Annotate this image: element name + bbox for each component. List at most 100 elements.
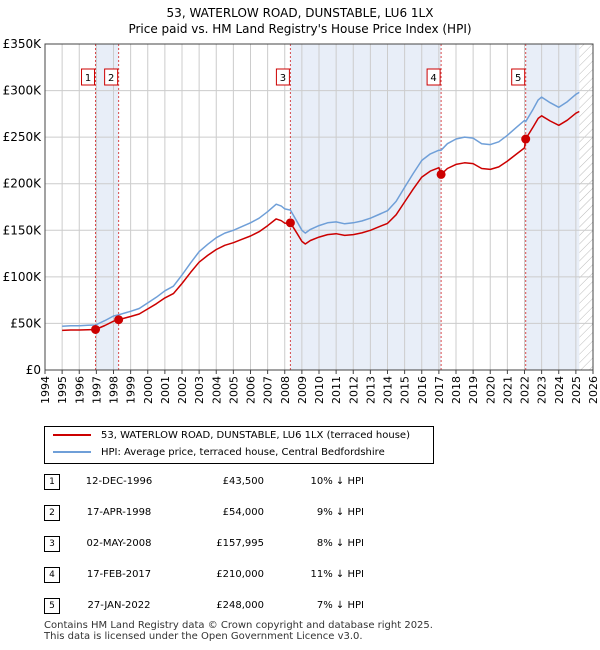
x-tick-label: 2025 (570, 376, 583, 404)
footer: Contains HM Land Registry data © Crown c… (44, 620, 433, 642)
sale-number-label: 5 (515, 73, 521, 84)
property-price-line (62, 110, 580, 332)
sale-date: 27-JAN-2022 (87, 600, 151, 611)
x-tick-label: 2001 (159, 376, 172, 404)
sale-number: 3 (44, 536, 60, 552)
x-tick-label: 1997 (90, 376, 103, 404)
x-tick-label: 2022 (519, 376, 532, 404)
sale-date: 02-MAY-2008 (86, 538, 152, 549)
sale-price: £43,500 (222, 476, 264, 487)
x-tick-label: 1998 (108, 376, 121, 404)
y-tick-label: £300K (3, 84, 43, 98)
x-tick-label: 2024 (553, 376, 566, 404)
x-tick-label: 2007 (262, 376, 275, 404)
sale-number-label: 1 (85, 73, 91, 84)
x-tick-label: 1994 (39, 376, 52, 404)
x-tick-label: 2012 (347, 376, 360, 404)
sale-number: 1 (44, 474, 60, 490)
ownership-shade (525, 44, 580, 370)
sale-number-label: 4 (430, 73, 436, 84)
sale-number: 2 (44, 505, 60, 521)
table-row: 5 27-JAN-2022 £248,000 7% ↓ HPI (44, 598, 544, 614)
sale-number-box (81, 68, 96, 86)
x-tick-label: 2017 (433, 376, 446, 404)
sale-number-label: 2 (108, 73, 114, 84)
x-tick-label: 2021 (501, 376, 514, 404)
price-chart: 1 2 3 4 5 £0 £50K £100K £150K £200K £250K £300K £35… (3, 37, 600, 404)
y-tick-label: £350K (3, 37, 43, 51)
sale-point (436, 169, 446, 179)
chart-title: 53, WATERLOW ROAD, DUNSTABLE, LU6 1LX (166, 6, 434, 20)
forecast-hatch (579, 44, 593, 370)
sale-point (114, 315, 124, 325)
legend-label-hpi: HPI: Average price, terraced house, Cent… (101, 447, 385, 458)
x-tick-label: 2014 (382, 376, 395, 404)
sale-number-box (104, 68, 119, 86)
x-tick-label: 2003 (193, 376, 206, 404)
footer-copyright: Contains HM Land Registry data © Crown c… (44, 620, 433, 631)
x-tick-label: 2016 (416, 376, 429, 404)
x-tick-label: 1999 (125, 376, 138, 404)
table-row: 3 02-MAY-2008 £157,995 8% ↓ HPI (44, 536, 544, 552)
x-tick-label: 2002 (176, 376, 189, 404)
sale-number: 5 (44, 598, 60, 614)
x-tick-label: 2008 (279, 376, 292, 404)
x-tick-label: 2000 (142, 376, 155, 404)
legend: 53, WATERLOW ROAD, DUNSTABLE, LU6 1LX (t… (44, 426, 434, 464)
sale-hpi-diff: 11% ↓ HPI (310, 569, 364, 580)
x-tick-label: 2006 (245, 376, 258, 404)
sale-price: £157,995 (216, 538, 264, 549)
sale-hpi-diff: 8% ↓ HPI (316, 538, 364, 549)
sale-number: 4 (44, 567, 60, 583)
x-tick-label: 2019 (467, 376, 480, 404)
y-tick-label: £50K (10, 316, 42, 330)
sale-hpi-diff: 10% ↓ HPI (310, 476, 364, 487)
sale-price: £210,000 (216, 569, 264, 580)
x-tick-label: 2015 (399, 376, 412, 404)
sale-hpi-diff: 9% ↓ HPI (316, 507, 364, 518)
x-tick-label: 2004 (210, 376, 223, 404)
sale-number-box (275, 68, 290, 86)
y-tick-label: £0 (26, 363, 41, 377)
ownership-shade (95, 44, 119, 370)
legend-item-hpi: HPI: Average price, terraced house, Cent… (53, 445, 385, 461)
sale-date: 12-DEC-1996 (85, 476, 153, 487)
x-tick-label: 2010 (313, 376, 326, 404)
sale-point (285, 218, 295, 228)
sale-date: 17-APR-1998 (86, 507, 152, 518)
sale-point (521, 134, 531, 144)
legend-item-property: 53, WATERLOW ROAD, DUNSTABLE, LU6 1LX (t… (53, 428, 410, 444)
legend-swatch-property (53, 434, 91, 436)
y-tick-label: £150K (3, 223, 43, 237)
x-tick-label: 2018 (450, 376, 463, 404)
sale-price: £54,000 (222, 507, 264, 518)
y-tick-label: £250K (3, 130, 43, 144)
x-tick-label: 1996 (73, 376, 86, 404)
x-tick-label: 2005 (227, 376, 240, 404)
sale-date: 17-FEB-2017 (86, 569, 152, 580)
footer-license: This data is licensed under the Open Gov… (44, 631, 363, 642)
sale-number-box (426, 68, 441, 86)
x-tick-label: 2011 (330, 376, 343, 404)
table-row: 4 17-FEB-2017 £210,000 11% ↓ HPI (44, 567, 544, 583)
sale-hpi-diff: 7% ↓ HPI (316, 600, 364, 611)
table-row: 1 12-DEC-1996 £43,500 10% ↓ HPI (44, 474, 544, 490)
sale-number-box (511, 68, 526, 86)
ownership-shade (290, 44, 442, 370)
table-row: 2 17-APR-1998 £54,000 9% ↓ HPI (44, 505, 544, 521)
x-tick-label: 2013 (364, 376, 377, 404)
chart-subtitle: Price paid vs. HM Land Registry's House … (128, 22, 472, 36)
x-tick-label: 2023 (536, 376, 549, 404)
sale-point (91, 324, 101, 334)
legend-label-property: 53, WATERLOW ROAD, DUNSTABLE, LU6 1LX (t… (101, 430, 410, 441)
y-tick-label: £100K (3, 270, 43, 284)
sale-price: £248,000 (216, 600, 264, 611)
x-tick-label: 1995 (56, 376, 69, 404)
hpi-line (62, 91, 580, 327)
x-tick-label: 2020 (484, 376, 497, 404)
x-tick-label: 2009 (296, 376, 309, 404)
y-tick-label: £200K (3, 177, 43, 191)
legend-swatch-hpi (53, 451, 91, 453)
x-tick-label: 2026 (587, 376, 600, 404)
sale-number-label: 3 (280, 73, 286, 84)
